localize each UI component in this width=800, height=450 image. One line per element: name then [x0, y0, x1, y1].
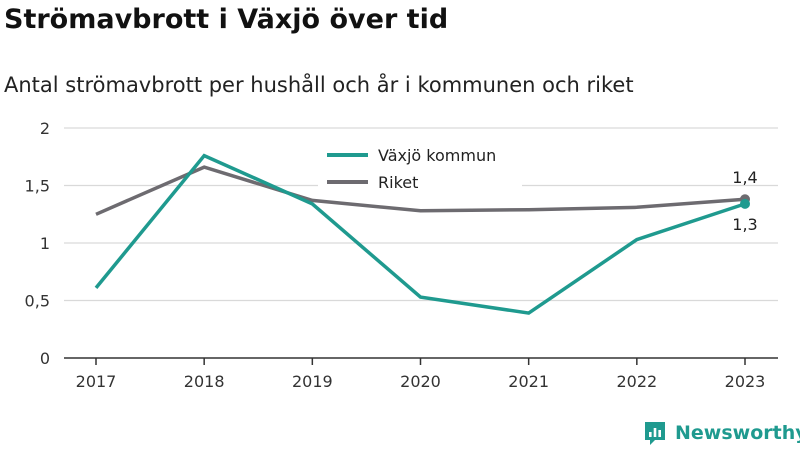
data-label-vaxjo: 1,3	[732, 215, 757, 234]
legend-box	[318, 142, 522, 198]
chart-subtitle: Antal strömavbrott per hushåll och år i …	[4, 73, 634, 97]
y-tick-label: 1	[40, 234, 50, 253]
x-tick-label: 2017	[76, 372, 117, 391]
x-tick-label: 2022	[616, 372, 657, 391]
data-label-riket: 1,4	[732, 168, 757, 187]
legend-label: Riket	[378, 173, 418, 192]
y-tick-label: 0,5	[25, 292, 50, 311]
y-tick-label: 0	[40, 349, 50, 368]
series-line-riket	[95, 165, 746, 216]
legend-label: Växjö kommun	[378, 146, 496, 165]
newsworthy-logo-icon	[645, 422, 665, 445]
x-tick-label: 2020	[400, 372, 441, 391]
newsworthy-logo: Newsworthy	[643, 419, 800, 447]
chart-title: Strömavbrott i Växjö över tid	[4, 4, 449, 35]
x-tick-label: 2021	[508, 372, 549, 391]
series-line-vaxjo	[94, 153, 746, 315]
y-tick-label: 1,5	[25, 177, 50, 196]
newsworthy-wordmark: Newsworthy	[675, 422, 800, 444]
x-tick-label: 2018	[184, 372, 225, 391]
x-tick-label: 2023	[725, 372, 766, 391]
x-tick-label: 2019	[292, 372, 333, 391]
y-tick-label: 2	[40, 119, 50, 138]
end-point-marker-vaxjo	[740, 198, 750, 209]
